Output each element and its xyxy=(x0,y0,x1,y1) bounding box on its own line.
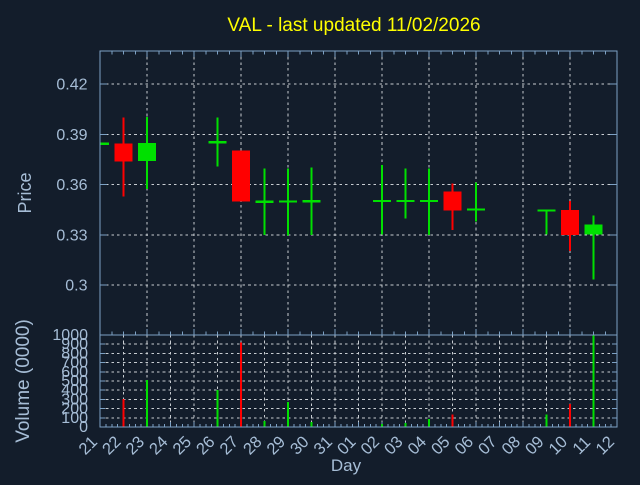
svg-text:900: 900 xyxy=(61,336,88,353)
svg-text:700: 700 xyxy=(61,355,88,372)
svg-text:100: 100 xyxy=(61,410,88,427)
svg-text:800: 800 xyxy=(61,345,88,362)
svg-text:0.39: 0.39 xyxy=(56,127,87,144)
svg-text:200: 200 xyxy=(61,401,88,418)
svg-text:Day: Day xyxy=(331,456,362,475)
svg-text:1000: 1000 xyxy=(52,327,88,344)
svg-text:0.36: 0.36 xyxy=(56,177,87,194)
svg-text:Volume (0000): Volume (0000) xyxy=(13,319,34,443)
svg-text:400: 400 xyxy=(61,382,88,399)
svg-text:500: 500 xyxy=(61,373,88,390)
svg-text:Price: Price xyxy=(15,172,35,213)
svg-text:600: 600 xyxy=(61,364,88,381)
svg-text:0.33: 0.33 xyxy=(56,227,87,244)
svg-text:0.42: 0.42 xyxy=(56,77,87,94)
svg-text:0.3: 0.3 xyxy=(65,278,87,295)
svg-text:0: 0 xyxy=(79,419,88,436)
svg-text:300: 300 xyxy=(61,391,88,408)
svg-text:VAL - last updated 11/02/2026: VAL - last updated 11/02/2026 xyxy=(227,15,480,36)
